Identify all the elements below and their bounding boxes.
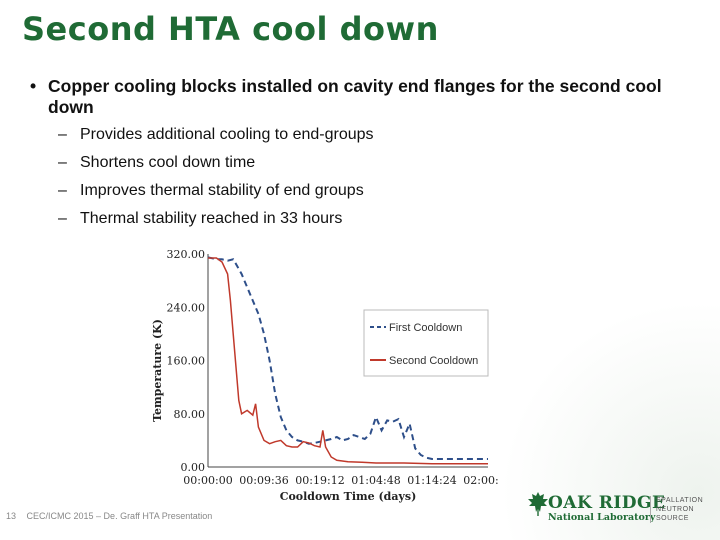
logo-name: OAK RIDGE xyxy=(548,493,666,513)
y-tick-label: 80.00 xyxy=(174,408,206,421)
y-tick-label: 0.00 xyxy=(181,461,206,474)
main-bullet: • Copper cooling blocks installed on cav… xyxy=(30,76,670,118)
page-number: 13 xyxy=(6,511,17,521)
series-line xyxy=(208,257,488,465)
series-line xyxy=(207,256,488,460)
main-bullet-text: Copper cooling blocks installed on cavit… xyxy=(48,76,662,117)
sub-bullet: – Provides additional cooling to end-gro… xyxy=(58,126,374,144)
x-tick-label: 02:00:00 xyxy=(463,474,498,487)
y-tick-label: 160.00 xyxy=(167,355,206,368)
legend-label: Second Cooldown xyxy=(389,355,478,367)
sub-bullet-text: Provides additional cooling to end-group… xyxy=(80,126,374,143)
dash-marker: – xyxy=(58,210,67,227)
logo-subtitle: National Laboratory xyxy=(548,512,656,523)
y-tick-label: 320.00 xyxy=(167,248,206,261)
x-tick-label: 01:14:24 xyxy=(407,474,456,487)
sub-bullet: – Improves thermal stability of end grou… xyxy=(58,182,364,200)
x-tick-label: 00:19:12 xyxy=(295,474,344,487)
x-tick-label: 00:09:36 xyxy=(239,474,288,487)
x-axis-label: Cooldown Time (days) xyxy=(280,490,417,503)
sub-bullet: – Shortens cool down time xyxy=(58,154,255,172)
y-tick-label: 240.00 xyxy=(167,301,206,314)
sns-line: NEUTRON xyxy=(656,506,695,513)
sns-line: SPALLATION xyxy=(656,497,704,504)
x-tick-label: 01:04:48 xyxy=(351,474,400,487)
sns-line: SOURCE xyxy=(656,515,689,522)
sub-bullet-text: Thermal stability reached in 33 hours xyxy=(80,210,343,227)
sub-bullet-text: Shortens cool down time xyxy=(80,154,256,171)
dash-marker: – xyxy=(58,182,67,199)
cooldown-chart: 0.00 80.00 160.00 240.00 320.00 00:00:00 00:09… xyxy=(151,248,498,503)
dash-marker: – xyxy=(58,154,67,171)
footer-text: CEC/ICMC 2015 – De. Graff HTA Presentati… xyxy=(26,511,213,521)
ornl-leaf-icon xyxy=(528,492,548,516)
sub-bullet-text: Improves thermal stability of end groups xyxy=(80,182,364,199)
slide-title: Second HTA cool down xyxy=(22,10,439,48)
sns-logo: SPALLATION NEUTRON SOURCE xyxy=(650,496,703,523)
x-tick-label: 00:00:00 xyxy=(183,474,232,487)
legend-box xyxy=(363,309,489,377)
footer: 13 CEC/ICMC 2015 – De. Graff HTA Present… xyxy=(6,511,212,521)
dash-marker: – xyxy=(58,126,67,143)
sub-bullet: – Thermal stability reached in 33 hours xyxy=(58,210,342,228)
y-axis-label: Temperature (K) xyxy=(151,319,164,422)
legend-label: First Cooldown xyxy=(389,322,462,334)
bullet-marker: • xyxy=(30,76,37,96)
